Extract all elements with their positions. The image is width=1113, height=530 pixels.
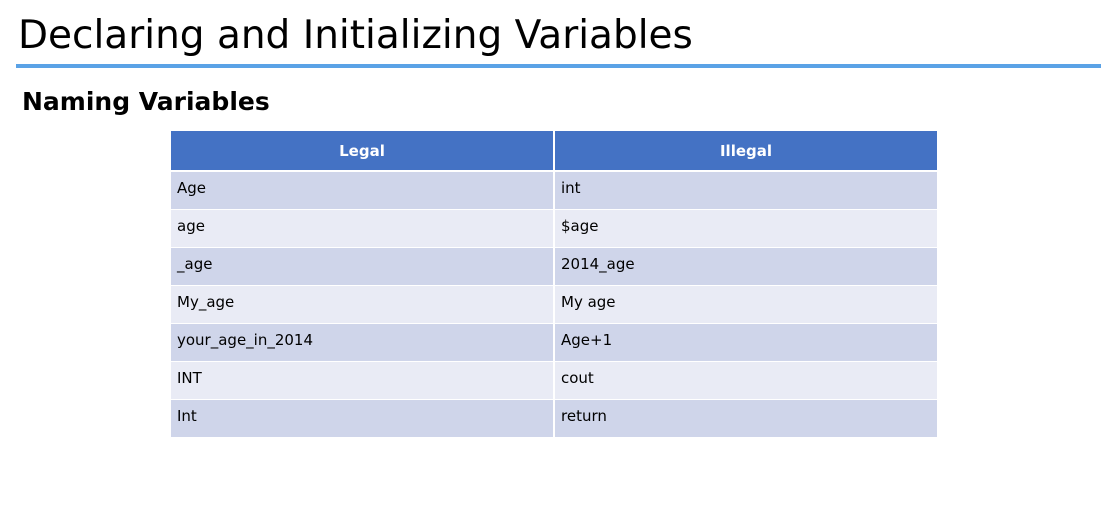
illegal-cell: cout <box>553 361 937 400</box>
slide-subtitle: Naming Variables <box>22 87 270 116</box>
legal-cell: My_age <box>171 285 554 324</box>
table-header-row: Legal Illegal <box>171 131 937 172</box>
illegal-cell: Age+1 <box>553 323 937 362</box>
column-header-illegal: Illegal <box>553 131 937 172</box>
column-header-legal: Legal <box>171 131 554 172</box>
legal-cell: Int <box>171 399 554 438</box>
legal-cell: your_age_in_2014 <box>171 323 554 362</box>
table-row: INT cout <box>171 361 937 400</box>
legal-cell: age <box>171 209 554 248</box>
illegal-cell: My age <box>553 285 937 324</box>
variable-naming-table: Legal Illegal Age int age $age _age 2014… <box>171 131 937 438</box>
legal-cell: Age <box>171 171 554 210</box>
table-row: Age int <box>171 171 937 210</box>
illegal-cell: return <box>553 399 937 438</box>
table-row: age $age <box>171 209 937 248</box>
table-row: Int return <box>171 399 937 438</box>
title-underline <box>16 64 1101 68</box>
legal-cell: INT <box>171 361 554 400</box>
illegal-cell: 2014_age <box>553 247 937 286</box>
illegal-cell: int <box>553 171 937 210</box>
legal-cell: _age <box>171 247 554 286</box>
table-row: My_age My age <box>171 285 937 324</box>
table-row: _age 2014_age <box>171 247 937 286</box>
illegal-cell: $age <box>553 209 937 248</box>
slide-title: Declaring and Initializing Variables <box>18 13 693 58</box>
table-row: your_age_in_2014 Age+1 <box>171 323 937 362</box>
